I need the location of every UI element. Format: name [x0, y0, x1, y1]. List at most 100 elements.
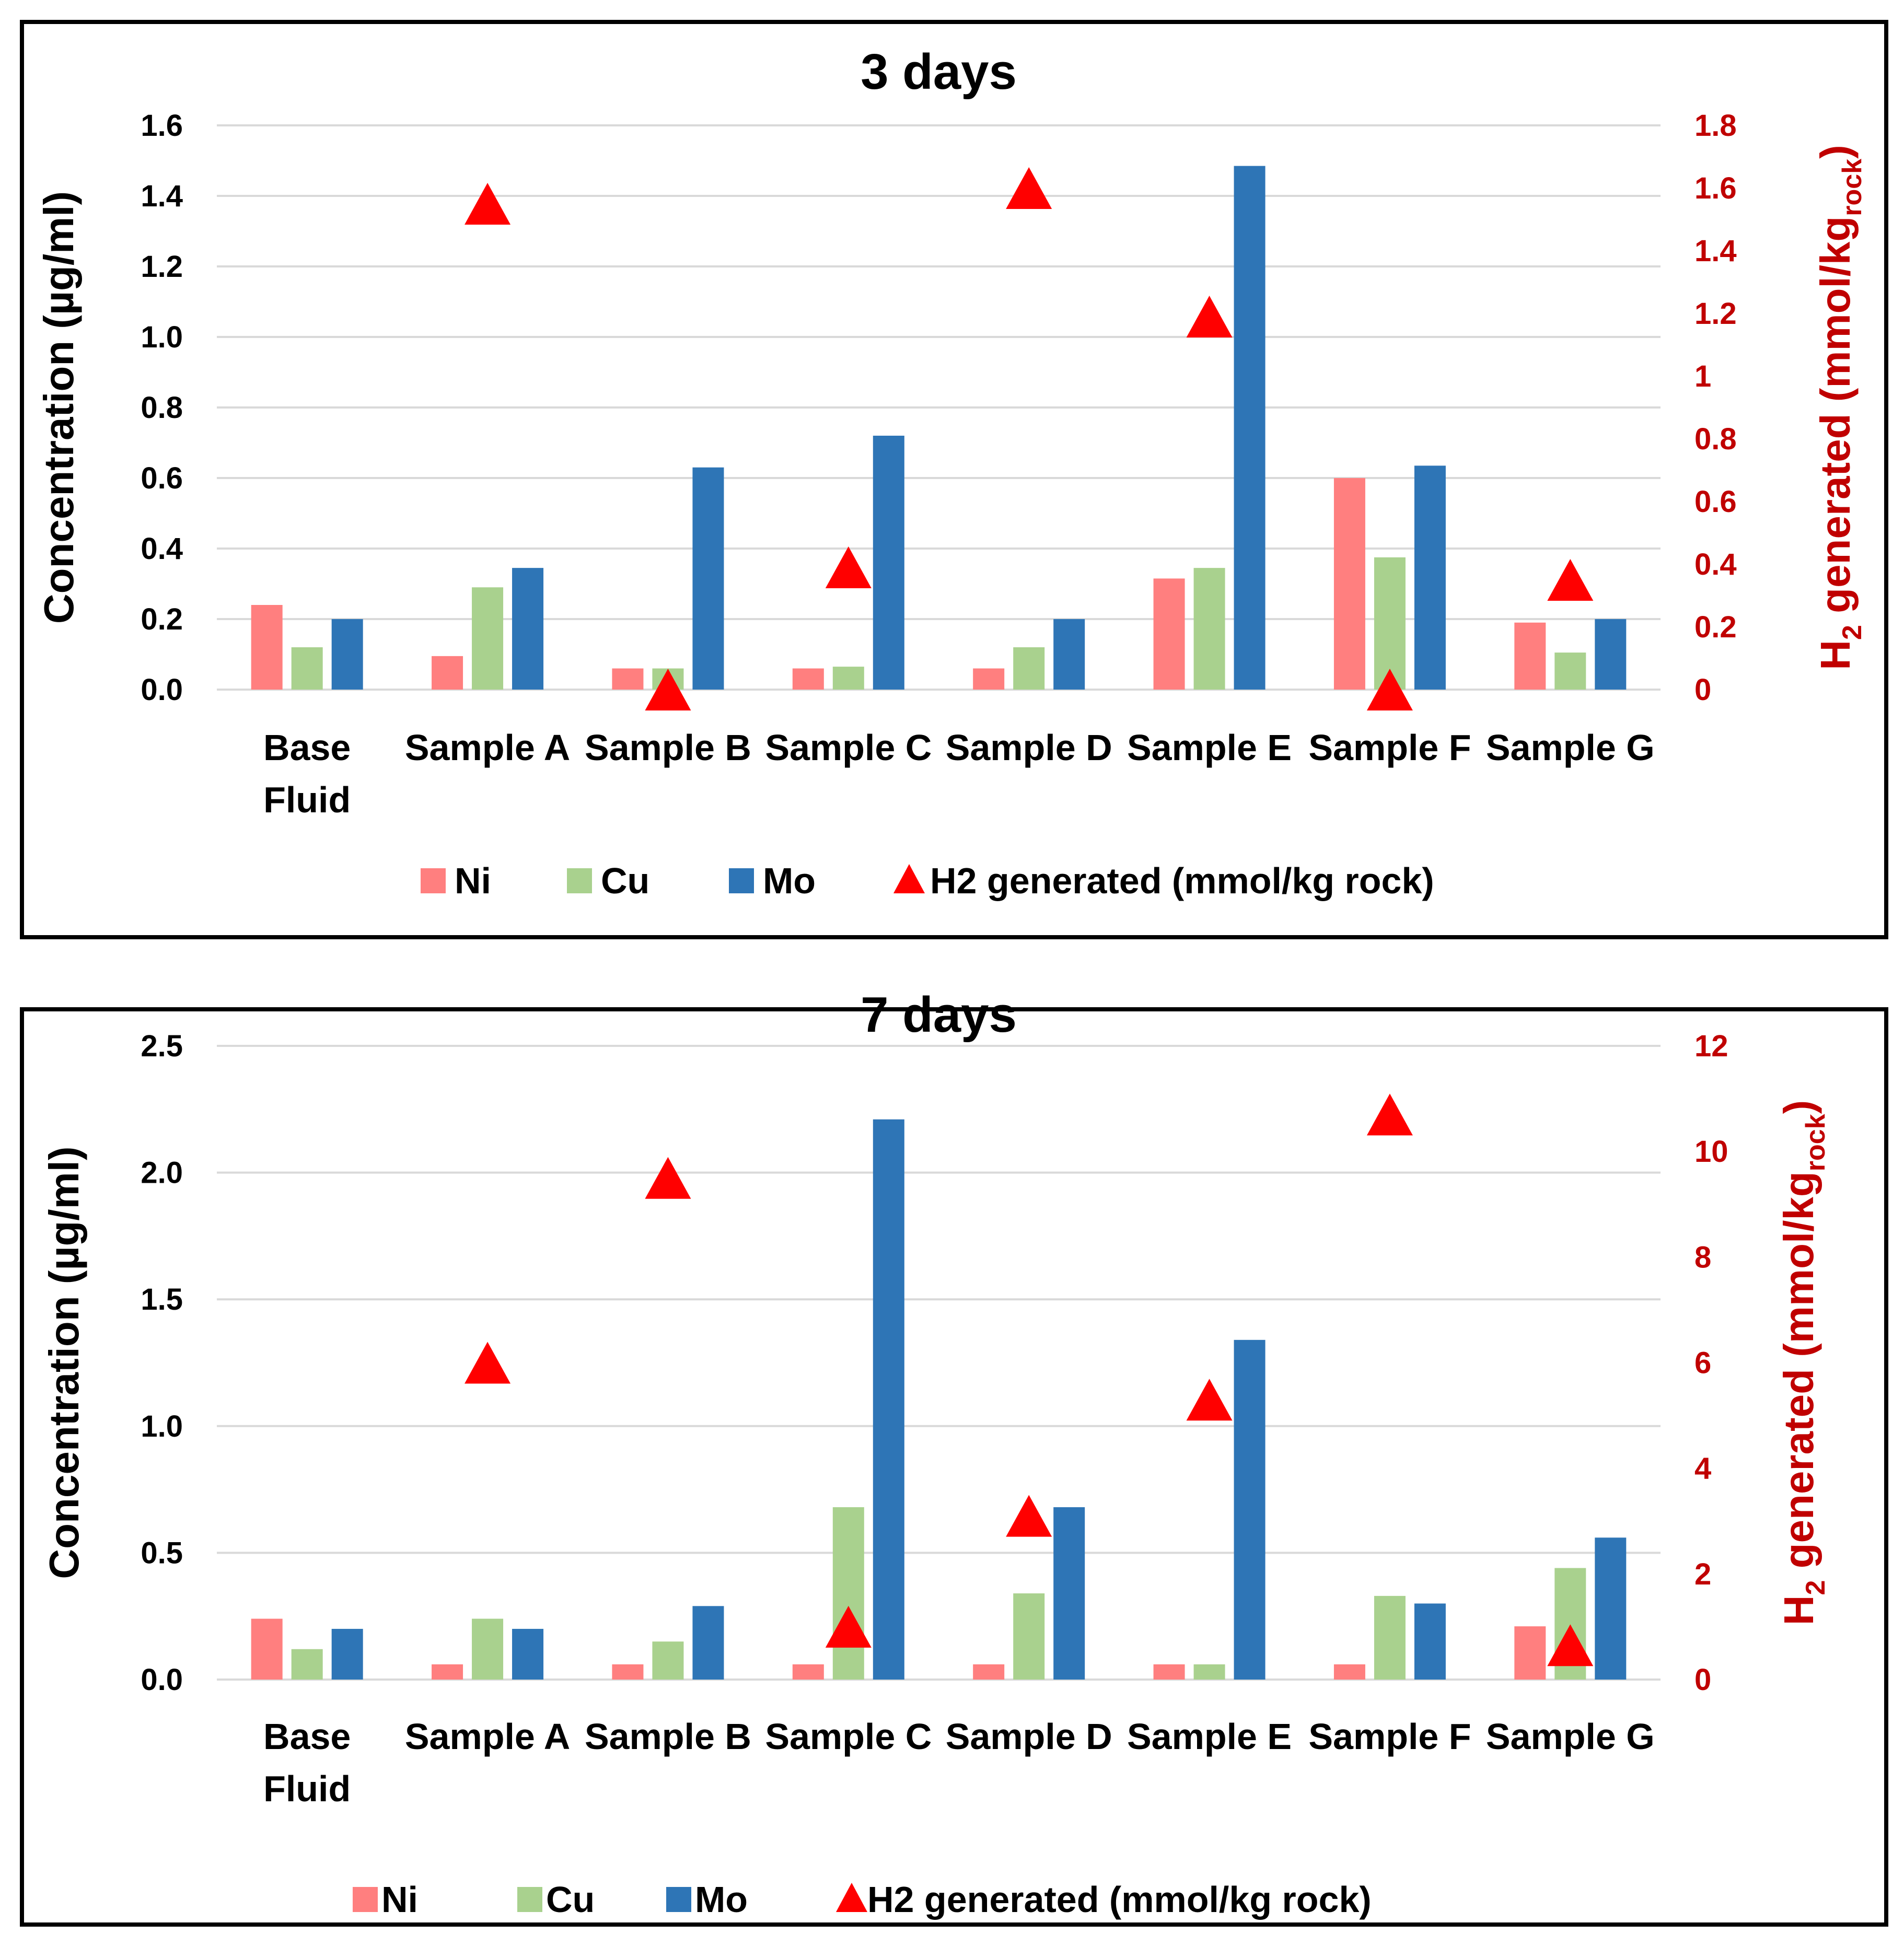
h2-marker-sample-b: [645, 1157, 691, 1199]
y2-tick-label: 10: [1694, 1135, 1728, 1169]
y2-tick-label: 1.2: [1694, 297, 1737, 331]
y2-tick-label: 0: [1694, 1663, 1711, 1697]
y2-tick-label: 1.4: [1694, 234, 1737, 268]
x-tick-label: Sample F: [1308, 727, 1471, 768]
chart-title: 7 days: [861, 987, 1017, 1043]
legend-swatch-ni: [421, 868, 446, 893]
x-tick-label: Sample G: [1486, 1716, 1655, 1757]
y-tick-label: 1.0: [141, 1409, 183, 1443]
bar-cu-sample-f: [1374, 557, 1406, 690]
bar-mo-sample-b: [692, 1606, 724, 1680]
bar-mo-sample-c: [873, 1119, 904, 1680]
bar-mo-sample-d: [1053, 1507, 1085, 1680]
x-tick-label: Sample G: [1486, 727, 1655, 768]
y-tick-label: 0.8: [141, 391, 183, 425]
bar-ni-sample-c: [792, 1664, 824, 1680]
y2-tick-label: 6: [1694, 1346, 1711, 1380]
y2-tick-label: 0.6: [1694, 485, 1737, 519]
y2-tick-label: 0.4: [1694, 547, 1737, 581]
bar-mo-sample-e: [1234, 166, 1266, 690]
bar-ni-sample-e: [1153, 578, 1185, 690]
bar-mo-sample-e: [1234, 1339, 1266, 1680]
y-tick-label: 1.5: [141, 1283, 183, 1316]
bar-ni-sample-c: [792, 668, 824, 690]
x-tick-label: Base: [263, 1716, 351, 1757]
y2-tick-label: 0.2: [1694, 610, 1737, 644]
y-tick-label: 2.5: [141, 1029, 183, 1063]
chart-3-days: 3 days 0.0 0.2 0.4 0.6 0.8 1.0 1.2 1.4 1.6 0 0.2 0.4…: [20, 20, 1888, 939]
y-tick-label: 0.6: [141, 461, 183, 495]
x-tick-label: Sample E: [1127, 1716, 1292, 1757]
bar-cu-base-fluid: [291, 647, 323, 690]
y2-label-sub2: rock: [1801, 1114, 1831, 1171]
bar-ni-sample-b: [612, 668, 644, 690]
bar-cu-sample-b: [652, 1641, 684, 1680]
y-tick-label: 0.4: [141, 532, 183, 566]
x-tick-label: Fluid: [263, 779, 351, 820]
y2-axis-label: H2 generated (mmol/kgrock): [1775, 1100, 1831, 1626]
bar-ni-sample-f: [1333, 1664, 1365, 1680]
y2-tick-label: 0: [1694, 673, 1711, 707]
y-axis-label: Concentration (µg/ml): [41, 1146, 87, 1579]
y2-tick-label: 2: [1694, 1557, 1711, 1591]
bar-ni-base-fluid: [251, 605, 283, 690]
bar-ni-sample-g: [1514, 1626, 1546, 1680]
y2-label-close: ): [1775, 1100, 1822, 1114]
bar-mo-sample-g: [1595, 1537, 1627, 1680]
bar-cu-sample-f: [1374, 1595, 1406, 1680]
y2-label-rest: generated (mmol/kg: [1775, 1171, 1822, 1580]
x-tick-label: Sample A: [405, 1716, 570, 1757]
h2-marker-sample-d: [1006, 1495, 1052, 1537]
legend-swatch-mo: [666, 1887, 691, 1912]
h2-marker-sample-d: [1006, 167, 1052, 209]
legend-swatch-cu: [517, 1887, 542, 1912]
h2-marker-sample-g: [1547, 1624, 1594, 1666]
chart-frame: [20, 20, 1888, 939]
x-tick-label: Sample B: [585, 1716, 751, 1757]
legend-swatch-h2: [836, 1883, 867, 1912]
legend-label-mo: Mo: [763, 860, 816, 901]
y2-tick-label: 4: [1694, 1452, 1711, 1486]
y-tick-label: 0.0: [141, 673, 183, 707]
y2-tick-label: 0.8: [1694, 422, 1737, 456]
bar-ni-sample-g: [1514, 622, 1546, 690]
x-tick-label: Base: [263, 727, 351, 768]
legend-swatch-mo: [729, 868, 754, 893]
bar-mo-sample-a: [512, 1628, 544, 1680]
legend-swatch-cu: [567, 868, 592, 893]
h2-marker-sample-f: [1366, 1093, 1413, 1136]
bar-mo-sample-f: [1414, 1603, 1446, 1680]
bar-ni-sample-d: [973, 1664, 1005, 1680]
y2-label-close: ): [1812, 145, 1859, 159]
y2-tick-label: 12: [1694, 1029, 1728, 1063]
y-tick-label: 1.0: [141, 320, 183, 354]
legend-label-cu: Cu: [546, 1879, 595, 1920]
y-tick-label: 0.0: [141, 1663, 183, 1697]
y2-label-rest: generated (mmol/kg: [1812, 216, 1859, 625]
bar-ni-sample-a: [432, 1664, 463, 1680]
y2-tick-label: 1.6: [1694, 171, 1737, 205]
y2-tick-label: 1: [1694, 359, 1711, 393]
bar-mo-sample-c: [873, 436, 904, 690]
x-tick-label: Sample E: [1127, 727, 1292, 768]
y-axis-label: Concentration (µg/ml): [36, 191, 82, 624]
h2-marker-sample-f: [1366, 669, 1413, 710]
bar-cu-sample-a: [472, 1618, 504, 1680]
bar-mo-sample-f: [1414, 465, 1446, 690]
bar-ni-sample-f: [1333, 478, 1365, 690]
bar-mo-sample-g: [1595, 619, 1627, 690]
legend-swatch-h2: [893, 864, 925, 893]
x-tick-label: Sample D: [946, 727, 1112, 768]
x-tick-label: Sample D: [946, 1716, 1112, 1757]
bar-mo-base-fluid: [331, 1628, 363, 1680]
bar-cu-sample-c: [832, 1507, 864, 1680]
chart-7-days: 7 days 0.0 0.5 1.0 1.5 2.0 2.5 0 2 4 6 8 10 12 Concent…: [20, 987, 1888, 1927]
bar-ni-sample-d: [973, 668, 1005, 690]
bar-cu-sample-g: [1554, 652, 1586, 690]
bar-mo-sample-d: [1053, 619, 1085, 690]
x-tick-label: Sample A: [405, 727, 570, 768]
legend-label-cu: Cu: [601, 860, 649, 901]
bar-cu-sample-d: [1013, 647, 1045, 690]
y2-label-main: H: [1775, 1595, 1822, 1626]
y2-label-main: H: [1812, 640, 1859, 670]
